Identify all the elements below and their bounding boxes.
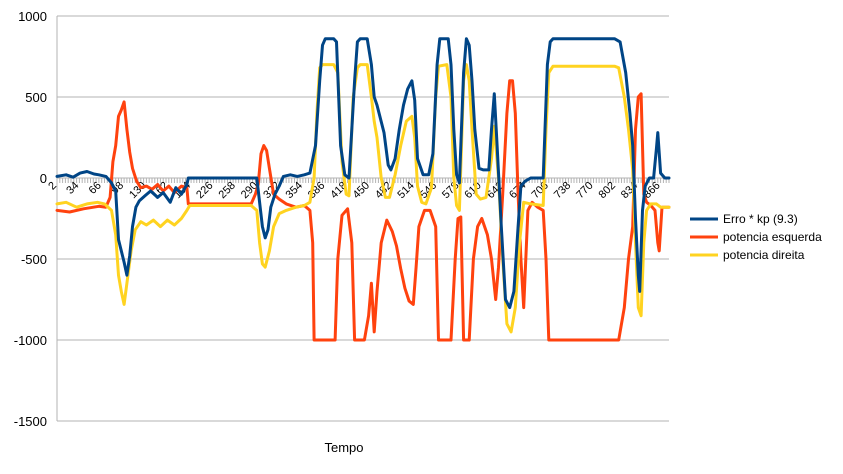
gridlines [57,15,669,422]
legend-entry-2: potencia direita [723,248,805,262]
legend: Erro * kp (9.3) potencia esquerda potencia… [690,212,822,262]
y-tick-label: -500 [21,252,47,267]
y-tick-label: 1000 [18,9,47,24]
y-axis-ticks: 1000 500 0 -500 -1000 -1500 [14,9,47,429]
y-tick-label: -1000 [14,333,47,348]
x-axis-label: Tempo [324,440,363,455]
y-tick-label: 500 [25,90,47,105]
series-lines [55,37,671,342]
y-tick-label: -1500 [14,414,47,429]
series-line-0 [55,37,671,310]
legend-entry-1: potencia esquerda [723,230,822,244]
y-tick-label: 0 [40,171,47,186]
series-line-2 [55,63,671,334]
series-line-1 [55,79,671,342]
legend-entry-0: Erro * kp (9.3) [723,212,798,226]
